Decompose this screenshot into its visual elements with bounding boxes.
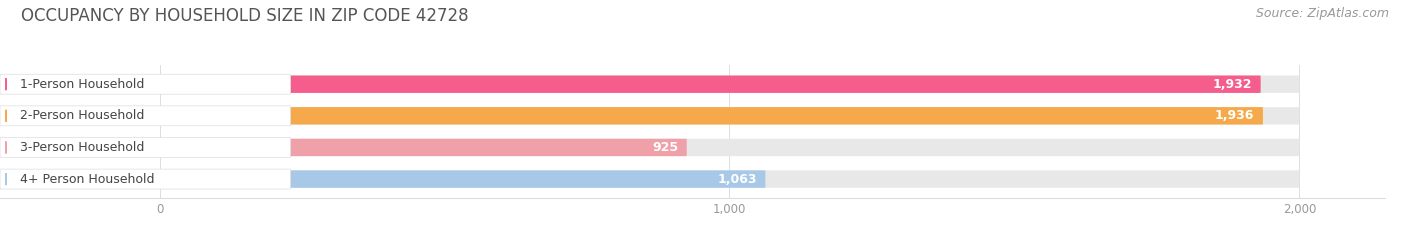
Text: 1,936: 1,936 — [1215, 109, 1254, 122]
Text: 1-Person Household: 1-Person Household — [20, 78, 145, 91]
Text: OCCUPANCY BY HOUSEHOLD SIZE IN ZIP CODE 42728: OCCUPANCY BY HOUSEHOLD SIZE IN ZIP CODE … — [21, 7, 468, 25]
Text: 3-Person Household: 3-Person Household — [20, 141, 145, 154]
FancyBboxPatch shape — [0, 169, 291, 189]
Text: 2-Person Household: 2-Person Household — [20, 109, 145, 122]
FancyBboxPatch shape — [159, 75, 1299, 93]
Text: 4+ Person Household: 4+ Person Household — [20, 173, 155, 185]
FancyBboxPatch shape — [0, 74, 291, 94]
Text: 1,063: 1,063 — [717, 173, 756, 185]
FancyBboxPatch shape — [0, 106, 291, 126]
Text: 1,932: 1,932 — [1212, 78, 1253, 91]
FancyBboxPatch shape — [159, 107, 1299, 124]
FancyBboxPatch shape — [159, 170, 1299, 188]
FancyBboxPatch shape — [159, 75, 1261, 93]
FancyBboxPatch shape — [159, 107, 1263, 124]
Text: 925: 925 — [652, 141, 678, 154]
FancyBboxPatch shape — [159, 170, 765, 188]
FancyBboxPatch shape — [159, 139, 1299, 156]
Text: Source: ZipAtlas.com: Source: ZipAtlas.com — [1256, 7, 1389, 20]
FancyBboxPatch shape — [159, 139, 686, 156]
FancyBboxPatch shape — [0, 137, 291, 158]
